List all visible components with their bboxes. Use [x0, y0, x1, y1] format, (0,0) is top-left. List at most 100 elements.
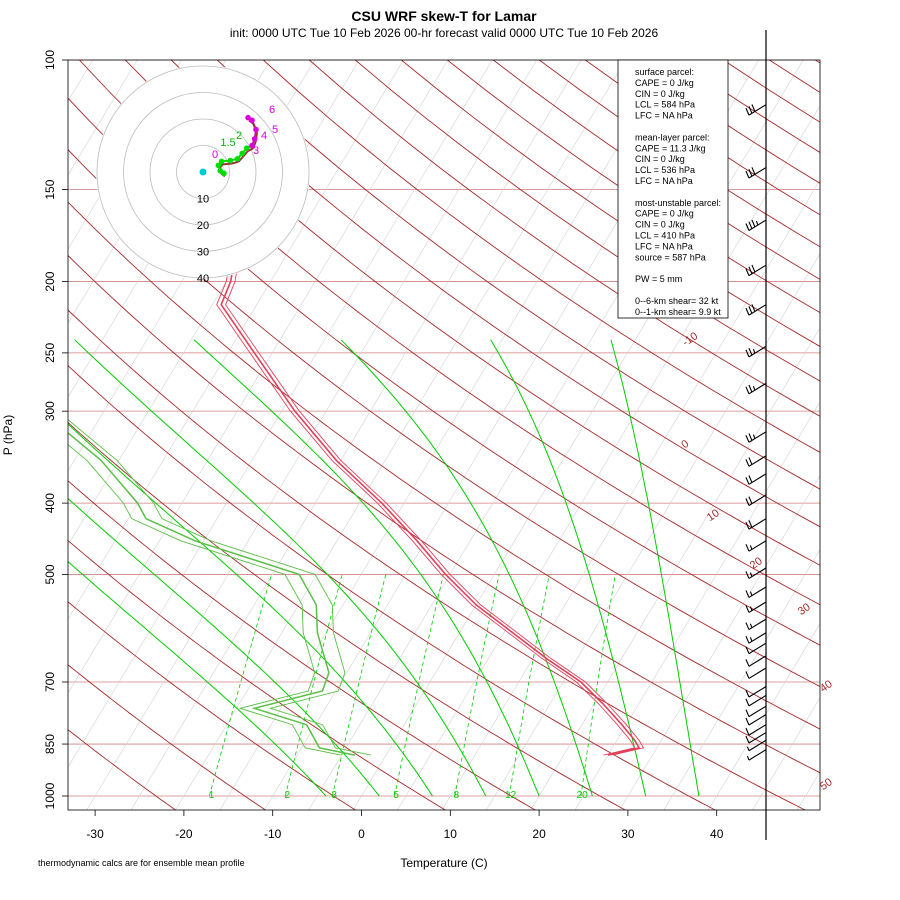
wind-barb-flag — [745, 307, 750, 316]
isotherm-label: 10 — [705, 507, 722, 524]
parcel-stat-line: CAPE = 0 J/kg — [635, 78, 694, 88]
hodograph-point — [249, 142, 255, 149]
hodograph-point — [218, 158, 225, 165]
isotherm-light — [68, 60, 315, 472]
wind-barb — [745, 618, 767, 631]
wind-barb — [745, 694, 767, 707]
parcel-stat-line: LCL = 410 hPa — [635, 231, 695, 241]
hodograph-point — [243, 145, 250, 151]
isotherm-light — [86, 60, 537, 810]
wind-barb-staff — [748, 567, 767, 579]
wind-barb-flag — [748, 168, 753, 177]
hodograph-ring — [149, 118, 257, 226]
x-tick-label: -10 — [264, 827, 282, 841]
wind-barb-flag — [748, 475, 753, 483]
plot-border — [67, 59, 821, 811]
dewpoint-profile — [68, 431, 356, 756]
hodograph-point — [251, 136, 258, 142]
wind-barb — [745, 219, 767, 231]
isotherm-light — [752, 697, 820, 810]
wind-barb — [746, 749, 767, 761]
wind-barb-flag — [748, 496, 753, 504]
y-tick-label: 150 — [43, 179, 57, 199]
mixing-ratio-label: 5 — [393, 790, 399, 801]
wind-barb — [745, 601, 767, 613]
parcel-stat-line: CIN = 0 J/kg — [635, 89, 685, 99]
wind-barb-staff — [748, 382, 767, 395]
isotherm-light — [397, 105, 820, 810]
wind-barb-staff — [748, 104, 767, 116]
wind-barb-staff — [748, 655, 767, 667]
hodograph-point — [227, 157, 234, 164]
wind-barb-staff — [748, 667, 767, 679]
isotherm-light — [485, 253, 820, 810]
x-tick-label: 10 — [444, 827, 458, 841]
wind-barb-staff — [748, 431, 767, 443]
hodograph-ring-label: 40 — [197, 273, 209, 285]
x-tick-label: -30 — [86, 827, 104, 841]
mixing-ratio-line — [284, 574, 343, 797]
dry-adiabat — [68, 254, 820, 774]
wind-barb — [745, 345, 767, 358]
dry-adiabat — [769, 60, 820, 93]
chart-subtitle: init: 0000 UTC Tue 10 Feb 2026 00-hr for… — [230, 26, 659, 40]
moist-adiabat — [340, 339, 593, 797]
x-tick-label: -20 — [175, 827, 193, 841]
hodograph-ring-label: 20 — [197, 220, 209, 232]
wind-barb-staff — [748, 686, 767, 698]
wind-barb-staff — [748, 167, 767, 179]
y-tick-label: 100 — [43, 50, 57, 70]
wind-barb-half — [749, 545, 753, 550]
isotherm-light — [574, 401, 820, 810]
wind-barb-flag — [745, 571, 750, 579]
isotherm-light — [68, 60, 271, 398]
dry-adiabat — [79, 60, 820, 606]
wind-barb-staff — [748, 749, 767, 761]
wind-barb-staff — [748, 345, 767, 358]
y-tick-label: 400 — [43, 493, 57, 513]
hodograph-point — [245, 114, 251, 121]
wind-barb-staff — [748, 473, 767, 485]
footnote: thermodynamic calcs are for ensemble mea… — [38, 858, 245, 868]
parcel-stat-line: source = 587 hPa — [635, 252, 706, 262]
wind-barb-flag — [751, 167, 756, 175]
wind-barb-staff — [748, 632, 767, 644]
parcel-stat-line: 0--6-km shear= 32 kt — [635, 296, 719, 306]
isotherm-light — [663, 549, 820, 810]
wind-barb — [745, 567, 767, 579]
plot-frame: -30 -20 -10 0 10 20 30 401001502002503004005007… — [43, 50, 835, 841]
dry-adiabat — [68, 201, 820, 730]
hodograph-origin — [199, 168, 207, 176]
wind-barb-flag — [745, 717, 750, 726]
wind-barb-staff — [748, 494, 767, 506]
isotherm-light — [308, 60, 759, 810]
isotherm-light — [841, 60, 900, 812]
wind-barb-half — [749, 591, 753, 596]
dry-adiabat — [262, 60, 820, 453]
x-tick-label: 40 — [710, 827, 724, 841]
parcel-stat-line: surface parcel: — [635, 67, 694, 77]
dry-adiabat — [68, 97, 820, 646]
wind-barb-flag — [751, 104, 756, 112]
wind-barb-staff — [748, 739, 767, 752]
wind-barb-staff — [748, 705, 767, 718]
hodograph-ring — [123, 92, 283, 252]
dry-adiabat — [68, 729, 177, 810]
y-axis-label: P (hPa) — [1, 415, 15, 455]
wind-barb-flag — [748, 433, 753, 441]
parcel-stat-line: PW = 5 mm — [635, 274, 682, 284]
hodograph-point-label: 3 — [253, 145, 259, 157]
wind-barb-flag — [745, 646, 750, 654]
wind-barb — [745, 732, 767, 744]
isotherm-light — [130, 60, 582, 810]
parcel-stat-line: LCL = 536 hPa — [635, 165, 695, 175]
parcel-stat-line: LFC = NA hPa — [635, 111, 693, 121]
chart-title: CSU WRF skew-T for Lamar — [351, 8, 537, 24]
wind-barb-flag — [748, 384, 753, 393]
isotherm-light — [530, 327, 820, 810]
isotherm-light — [352, 60, 804, 810]
mixing-ratio-label: 12 — [505, 790, 517, 801]
isotherm-light — [619, 475, 820, 810]
wind-barb-staff — [748, 219, 767, 231]
dry-adiabat — [68, 601, 357, 810]
